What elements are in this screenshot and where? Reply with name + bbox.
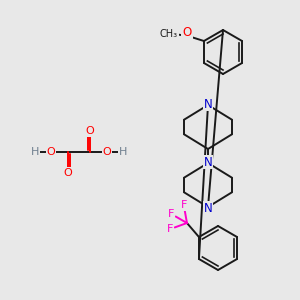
Text: O: O (85, 126, 94, 136)
Text: CH₃: CH₃ (160, 29, 178, 39)
Text: O: O (46, 147, 56, 157)
Text: O: O (103, 147, 111, 157)
Text: O: O (182, 26, 192, 40)
Text: F: F (168, 209, 175, 219)
Text: O: O (64, 168, 72, 178)
Text: N: N (204, 155, 212, 169)
Text: H: H (31, 147, 39, 157)
Text: F: F (181, 200, 187, 210)
Text: N: N (204, 98, 212, 110)
Text: H: H (119, 147, 127, 157)
Text: F: F (167, 224, 173, 234)
Text: N: N (204, 202, 212, 214)
